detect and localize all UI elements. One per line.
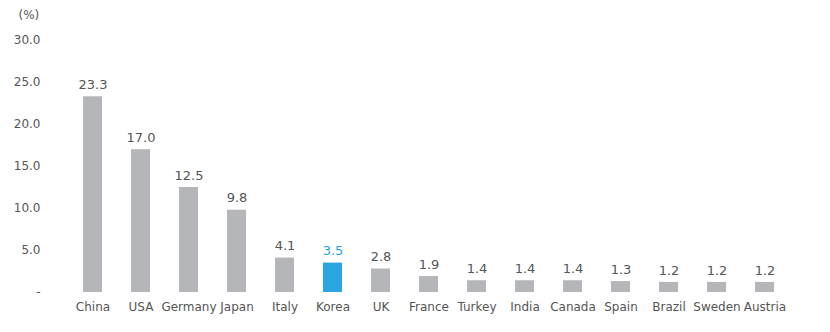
svg-text:1.2: 1.2 bbox=[659, 263, 680, 278]
svg-text:Turkey: Turkey bbox=[456, 300, 496, 314]
svg-text:Sweden: Sweden bbox=[693, 300, 740, 314]
svg-text:5.0: 5.0 bbox=[21, 243, 40, 257]
svg-text:10.0: 10.0 bbox=[14, 201, 41, 215]
svg-text:1.4: 1.4 bbox=[563, 261, 584, 276]
svg-text:1.4: 1.4 bbox=[515, 261, 536, 276]
svg-text:15.0: 15.0 bbox=[14, 159, 41, 173]
svg-text:20.0: 20.0 bbox=[14, 117, 41, 131]
svg-text:12.5: 12.5 bbox=[175, 168, 204, 183]
svg-text:1.2: 1.2 bbox=[755, 263, 776, 278]
svg-text:UK: UK bbox=[373, 300, 391, 314]
svg-text:1.4: 1.4 bbox=[467, 261, 488, 276]
svg-text:France: France bbox=[409, 300, 449, 314]
svg-text:30.0: 30.0 bbox=[14, 33, 41, 47]
svg-text:Canada: Canada bbox=[550, 300, 596, 314]
svg-text:3.5: 3.5 bbox=[323, 243, 344, 258]
svg-text:Brazil: Brazil bbox=[652, 300, 686, 314]
svg-text:Japan: Japan bbox=[219, 300, 253, 314]
svg-text:2.8: 2.8 bbox=[371, 249, 392, 264]
svg-text:1.9: 1.9 bbox=[419, 257, 440, 272]
svg-text:(%): (%) bbox=[19, 8, 40, 22]
svg-text:-: - bbox=[36, 285, 40, 299]
svg-text:23.3: 23.3 bbox=[79, 77, 108, 92]
svg-text:1.3: 1.3 bbox=[611, 262, 632, 277]
svg-text:17.0: 17.0 bbox=[127, 130, 156, 145]
svg-text:4.1: 4.1 bbox=[275, 238, 296, 253]
svg-text:Korea: Korea bbox=[316, 300, 350, 314]
svg-text:USA: USA bbox=[129, 300, 155, 314]
svg-text:9.8: 9.8 bbox=[227, 190, 248, 205]
svg-text:Spain: Spain bbox=[604, 300, 638, 314]
svg-text:25.0: 25.0 bbox=[14, 75, 41, 89]
svg-text:India: India bbox=[510, 300, 539, 314]
svg-text:1.2: 1.2 bbox=[707, 263, 728, 278]
svg-text:Germany: Germany bbox=[161, 300, 216, 314]
svg-text:China: China bbox=[76, 300, 110, 314]
svg-text:Italy: Italy bbox=[272, 300, 298, 314]
svg-text:Austria: Austria bbox=[744, 300, 786, 314]
